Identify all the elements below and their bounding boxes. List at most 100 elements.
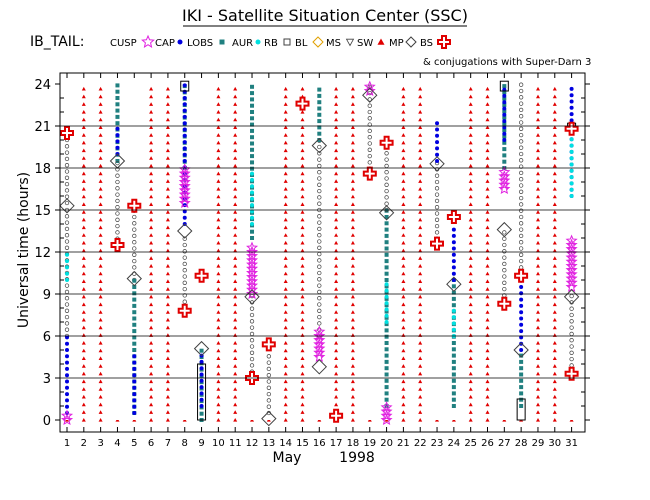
- sw-point: [149, 202, 154, 206]
- sw-point: [283, 156, 288, 160]
- aur-point: [250, 171, 255, 176]
- sw-point: [334, 163, 339, 168]
- sw-point: [283, 356, 288, 360]
- lobs-point: [317, 112, 322, 117]
- ms-point: [518, 114, 524, 119]
- sw-point: [468, 240, 473, 245]
- sw-point: [216, 264, 221, 268]
- sw-point: [283, 387, 288, 391]
- ms-point: [434, 186, 440, 191]
- sw-point: [468, 217, 473, 222]
- sw-point: [536, 171, 540, 176]
- sw-point: [283, 256, 288, 260]
- sw-point: [536, 86, 540, 91]
- cap-point: [65, 341, 69, 346]
- sw-point: [149, 287, 154, 291]
- sw-point: [401, 287, 406, 291]
- cap-point: [132, 411, 137, 415]
- sw-point: [552, 233, 557, 237]
- lobs-point: [451, 284, 456, 289]
- sw-point: [401, 202, 406, 206]
- sw-point: [536, 133, 540, 137]
- sw-point: [233, 379, 238, 384]
- sw-point: [401, 310, 406, 314]
- cap-point: [182, 127, 187, 132]
- sw-point: [216, 117, 221, 122]
- sw-point: [468, 371, 473, 376]
- lobs-point: [132, 348, 137, 352]
- sw-point: [552, 86, 557, 91]
- sw-point: [334, 256, 339, 260]
- cusp-point: [178, 179, 191, 192]
- sw-point: [233, 410, 238, 414]
- sw-point: [81, 179, 86, 183]
- ms-point: [384, 188, 389, 194]
- ms-point: [518, 95, 524, 100]
- ms-point: [367, 97, 372, 102]
- sw-point: [552, 387, 557, 391]
- sw-point: [552, 156, 557, 160]
- sw-point: [536, 371, 540, 376]
- lobs-point: [250, 154, 255, 159]
- lobs-point: [115, 121, 120, 126]
- sw-point: [536, 341, 540, 345]
- sw-point: [98, 187, 103, 191]
- sw-point: [485, 125, 490, 129]
- sw-point: [165, 256, 170, 260]
- cap-point: [569, 86, 574, 91]
- cap-point: [199, 397, 204, 402]
- sw-point: [283, 248, 288, 253]
- sw-point: [300, 86, 305, 91]
- cap-point: [519, 291, 524, 296]
- sw-point: [98, 356, 103, 360]
- sw-point: [81, 294, 86, 299]
- sw-point: [536, 202, 540, 206]
- aur-point: [250, 222, 255, 226]
- sw-point: [216, 217, 221, 222]
- sw-point: [334, 148, 339, 153]
- ms-point: [249, 325, 255, 330]
- lobs-point: [451, 353, 456, 358]
- sw-point: [165, 225, 170, 230]
- lobs-point: [519, 404, 524, 408]
- sw-point: [149, 163, 154, 168]
- sw-point: [149, 348, 154, 353]
- lobs-point: [451, 366, 456, 371]
- sw-point: [485, 163, 490, 168]
- cap-point: [132, 379, 137, 384]
- sw-point: [216, 86, 221, 91]
- ms-point: [367, 128, 372, 134]
- ms-point: [64, 214, 70, 219]
- sw-point: [485, 356, 490, 360]
- aur-point: [250, 196, 255, 201]
- sw-point: [350, 140, 355, 145]
- lobs-point: [132, 316, 137, 321]
- cusp-point: [313, 325, 326, 337]
- track-background: [182, 79, 188, 421]
- sw-point: [300, 248, 305, 253]
- sw-point: [283, 117, 288, 122]
- sw-point: [98, 233, 103, 237]
- cusp-point: [246, 249, 259, 262]
- ms-point: [132, 214, 137, 220]
- x-tick-label: 6: [148, 438, 154, 449]
- sw-point: [300, 264, 305, 268]
- mp-point: [244, 289, 260, 305]
- lobs-point: [384, 341, 389, 345]
- sw-point: [165, 348, 170, 353]
- sw-point: [233, 402, 238, 407]
- aur-point: [569, 181, 574, 186]
- sw-point: [468, 264, 473, 268]
- lobs-point: [384, 233, 389, 238]
- sw-point: [468, 348, 473, 353]
- sw-point: [401, 294, 406, 299]
- sw-point: [552, 356, 557, 360]
- sw-point: [468, 310, 473, 314]
- sw-point: [98, 133, 103, 137]
- conjugation-box: [180, 80, 190, 92]
- sw-point: [552, 171, 557, 176]
- sw-point: [552, 341, 557, 345]
- cusp-point: [178, 196, 191, 209]
- sw-point: [536, 410, 540, 414]
- sw-point: [165, 163, 170, 168]
